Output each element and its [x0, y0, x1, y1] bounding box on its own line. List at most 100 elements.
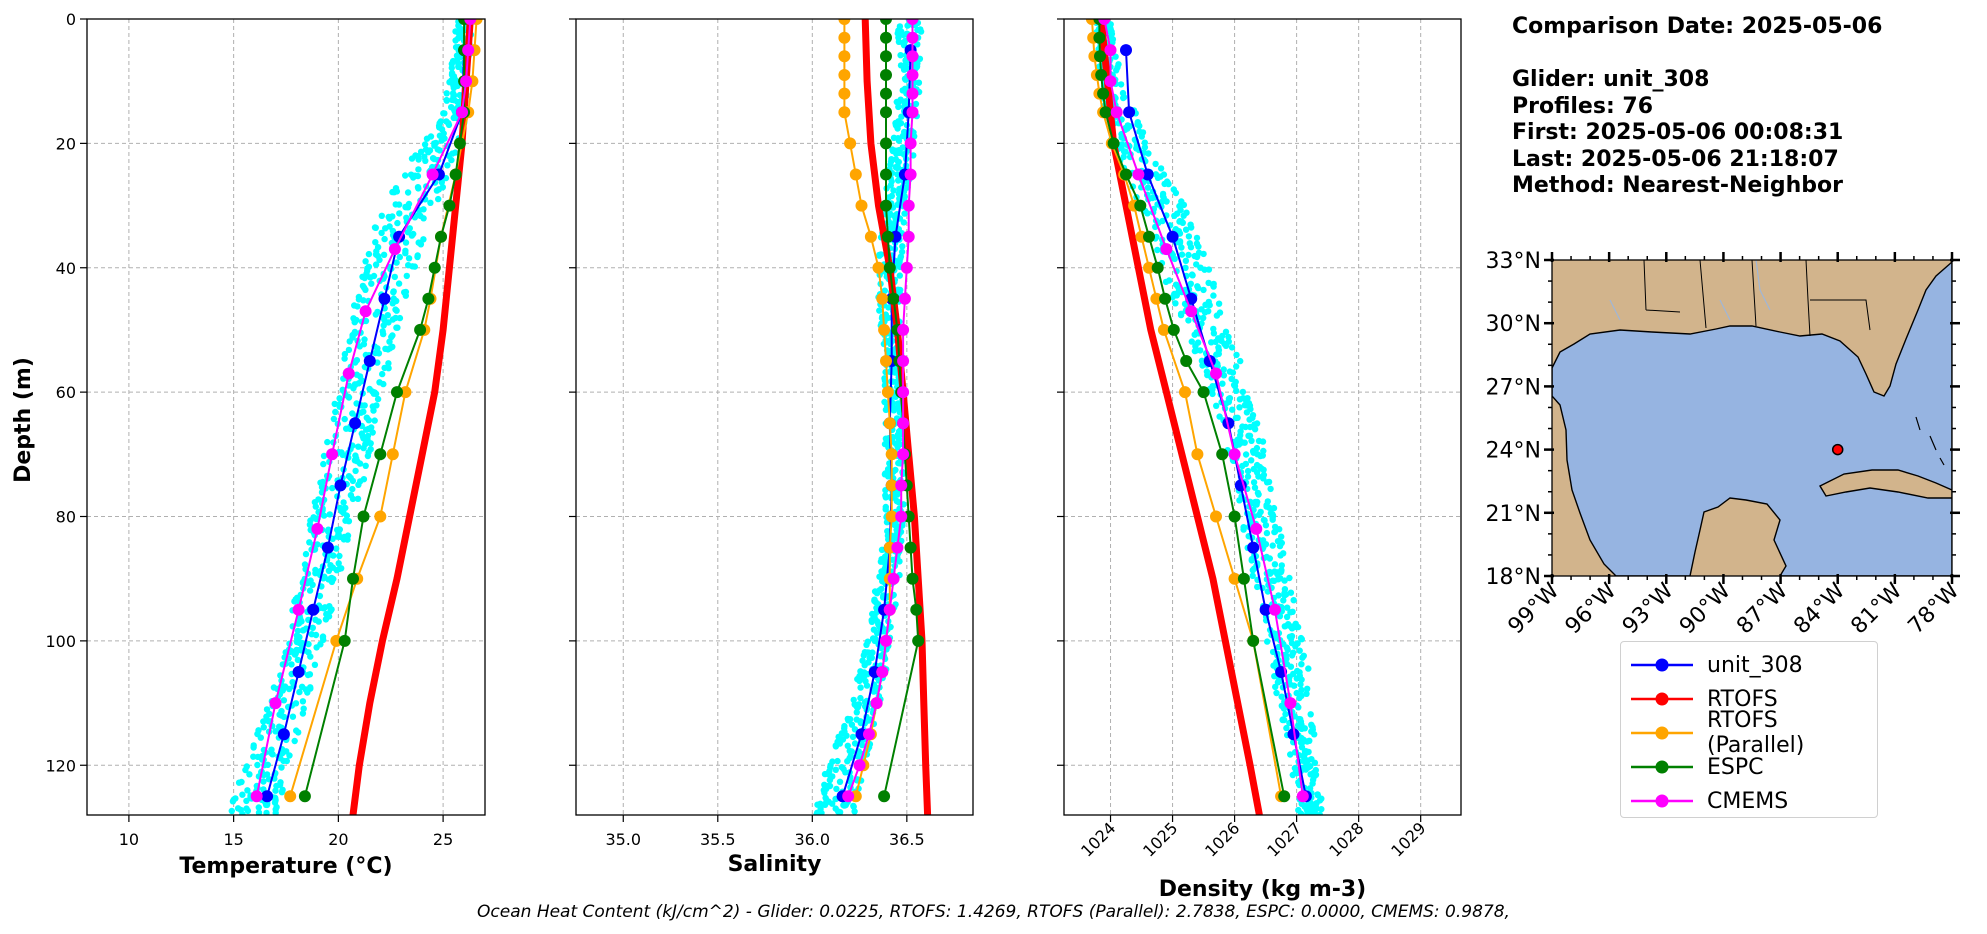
- series-point: [849, 168, 862, 181]
- glider-scatter-point: [834, 757, 841, 765]
- series-point: [1197, 386, 1210, 399]
- state-borders: [1643, 260, 1871, 337]
- glider-scatter-point: [1314, 791, 1321, 798]
- series-point: [378, 292, 391, 305]
- series-point: [876, 666, 889, 678]
- series-point: [906, 50, 919, 63]
- glider-scatter-point: [393, 324, 400, 331]
- glider-scatter-point: [1312, 805, 1320, 812]
- glider-scatter-point: [297, 618, 304, 625]
- glider-scatter-point: [849, 733, 857, 741]
- glider-scatter-point: [444, 162, 451, 169]
- series-point: [1097, 87, 1110, 100]
- glider-scatter-point: [1290, 682, 1298, 689]
- series-point: [292, 603, 305, 616]
- glider-scatter-point: [821, 781, 828, 788]
- glider-scatter-point: [817, 800, 824, 807]
- glider-scatter-point: [330, 415, 338, 423]
- glider-scatter-point: [850, 803, 857, 810]
- series-point: [891, 541, 904, 554]
- glider-scatter-point: [1318, 795, 1325, 802]
- series-point: [1104, 44, 1117, 57]
- glider-scatter-point: [814, 809, 821, 815]
- series-point: [880, 168, 892, 181]
- glider-scatter-point: [380, 330, 387, 338]
- glider-scatter-point: [1254, 498, 1261, 506]
- glider-scatter-point: [1310, 770, 1318, 777]
- glider-scatter-point: [1313, 800, 1320, 807]
- glider-scatter-point: [243, 763, 250, 770]
- glider-scatter-point: [361, 336, 368, 343]
- series-point: [1141, 168, 1154, 181]
- glider-scatter-point: [1289, 608, 1296, 615]
- glider-scatter-point: [378, 229, 385, 237]
- glider-scatter-point: [452, 28, 459, 35]
- series-point: [880, 137, 892, 150]
- series-point: [1134, 199, 1147, 212]
- glider-scatter-point: [403, 272, 410, 280]
- glider-scatter-point: [1228, 344, 1236, 351]
- glider-scatter-point: [1287, 751, 1294, 758]
- glider-scatter-point: [420, 236, 427, 243]
- glider-scatter-point: [1245, 432, 1252, 439]
- series-point: [880, 50, 892, 63]
- lon-label: 90°W: [1675, 578, 1736, 639]
- glider-scatter-point: [1278, 693, 1285, 700]
- glider-scatter-point: [336, 504, 344, 512]
- glider-scatter-point: [1277, 568, 1285, 576]
- y-tick-label: 20: [56, 134, 76, 153]
- glider-scatter-point: [1244, 395, 1251, 402]
- glider-scatter-point: [1258, 465, 1265, 472]
- glider-scatter-point: [333, 545, 340, 552]
- x-tick-label: 36.5: [889, 830, 925, 849]
- glider-scatter-point: [250, 753, 257, 760]
- glider-scatter-point: [844, 715, 851, 723]
- glider-scatter-point: [331, 400, 338, 408]
- glider-scatter-point: [888, 221, 895, 228]
- glider-scatter-point: [1171, 212, 1178, 219]
- series-line-cmems: [1103, 19, 1304, 797]
- series-point: [460, 75, 473, 88]
- series-point: [1094, 50, 1106, 63]
- glider-scatter-point: [1301, 803, 1308, 810]
- glider-scatter-point: [344, 536, 351, 543]
- glider-scatter-point: [1185, 233, 1193, 240]
- glider-scatter-point: [364, 265, 371, 272]
- glider-scatter-point: [1215, 300, 1223, 307]
- glider-scatter-point: [1225, 338, 1233, 345]
- glider-scatter-point: [1305, 665, 1312, 672]
- series-point: [883, 603, 896, 616]
- series-point: [426, 168, 439, 181]
- legend-item: RTOFS (Parallel): [1621, 708, 1877, 758]
- glider-scatter-point: [452, 149, 459, 156]
- glider-scatter-point: [844, 742, 851, 749]
- glider-scatter-point: [1201, 266, 1208, 273]
- glider-scatter-point: [401, 289, 408, 296]
- glider-scatter-point: [1188, 338, 1196, 345]
- series-point: [880, 355, 892, 367]
- series-point: [1179, 386, 1191, 399]
- series-point: [863, 728, 875, 741]
- y-tick-label: 0: [66, 10, 76, 29]
- series-point: [838, 87, 851, 100]
- gulf-of-mexico-water: [1552, 261, 1952, 576]
- glider-scatter-point: [277, 779, 284, 786]
- glider-scatter-point: [1293, 689, 1300, 697]
- series-point: [897, 323, 910, 336]
- glider-scatter-point: [417, 212, 424, 220]
- glider-scatter-point: [352, 467, 359, 475]
- series-point: [897, 355, 910, 367]
- glider-scatter-point: [1242, 423, 1249, 431]
- last-profile-time: Last: 2025-05-06 21:18:07: [1512, 146, 1839, 172]
- glider-scatter-point: [362, 462, 369, 469]
- glider-scatter-point: [294, 656, 302, 664]
- glider-scatter-point: [243, 797, 250, 805]
- series-point: [1143, 261, 1155, 274]
- series-point: [298, 790, 311, 803]
- glider-scatter-point: [367, 440, 374, 447]
- series-point: [904, 541, 917, 554]
- glider-scatter-point: [386, 223, 393, 230]
- glider-scatter-point: [1195, 284, 1202, 292]
- glider-scatter-point: [360, 408, 367, 415]
- series-point: [311, 522, 324, 535]
